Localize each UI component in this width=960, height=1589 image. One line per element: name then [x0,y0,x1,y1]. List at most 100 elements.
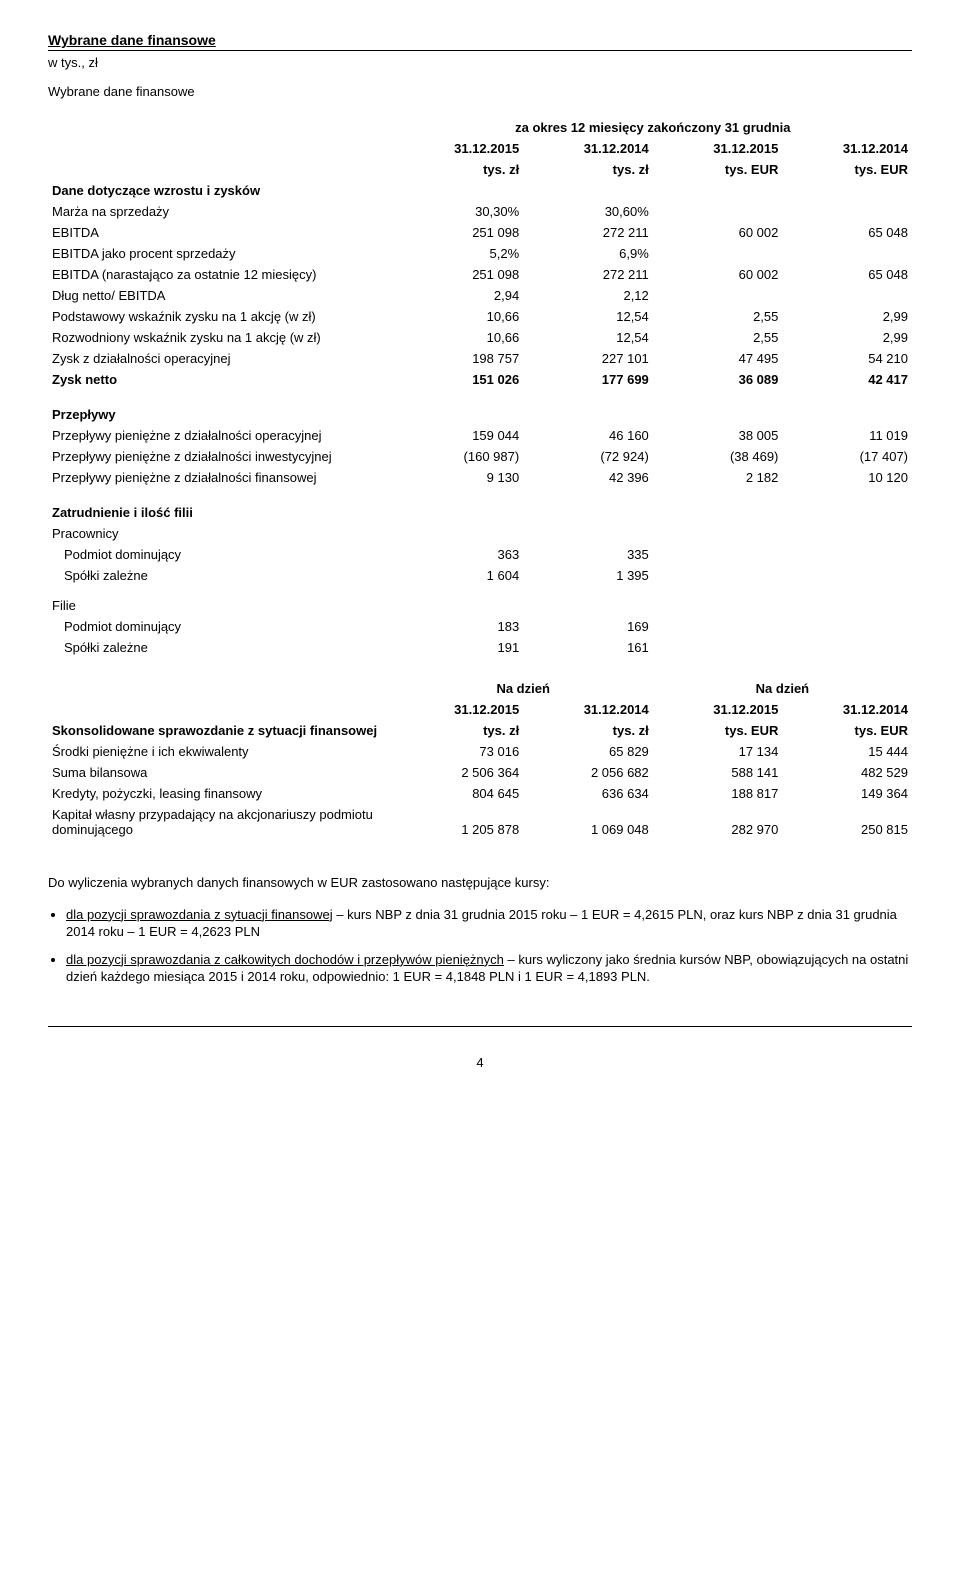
row-value: 2,12 [523,285,653,306]
row-value: 2 056 682 [523,762,653,783]
table-row: Podmiot dominujący363335 [48,544,912,565]
notes-list: dla pozycji sprawozdania z sytuacji fina… [48,906,912,986]
col-date-4: 31.12.2014 [782,138,912,159]
row-value [653,616,783,637]
balance-day-1: Na dzień [394,678,653,699]
row-value: 1 069 048 [523,804,653,840]
row-label: Kapitał własny przypadający na akcjonari… [48,804,394,840]
row-label: Kredyty, pożyczki, leasing finansowy [48,783,394,804]
row-value: 198 757 [394,348,524,369]
table-row: EBITDA (narastająco za ostatnie 12 miesi… [48,264,912,285]
row-label: Dług netto/ EBITDA [48,285,394,306]
row-value: (72 924) [523,446,653,467]
row-value [782,285,912,306]
table-row: Przepływy pieniężne z działalności opera… [48,425,912,446]
bdate-2: 31.12.2014 [523,699,653,720]
row-label: Spółki zależne [48,565,394,586]
row-value: 54 210 [782,348,912,369]
row-value: 2,99 [782,306,912,327]
row-value: (160 987) [394,446,524,467]
row-value [653,544,783,565]
col-unit-4: tys. EUR [782,159,912,180]
table-row: Podstawowy wskaźnik zysku na 1 akcję (w … [48,306,912,327]
row-value: 482 529 [782,762,912,783]
row-label: Podstawowy wskaźnik zysku na 1 akcję (w … [48,306,394,327]
financial-table: za okres 12 miesięcy zakończony 31 grudn… [48,117,912,390]
employment-group-title: Pracownicy [48,523,912,544]
table-row: Dług netto/ EBITDA2,942,12 [48,285,912,306]
col-date-3: 31.12.2015 [653,138,783,159]
row-value: 227 101 [523,348,653,369]
row-value: 2 506 364 [394,762,524,783]
row-value [653,243,783,264]
employment-table: Zatrudnienie i ilość filii PracownicyPod… [48,502,912,658]
row-value [653,201,783,222]
row-label: Suma bilansowa [48,762,394,783]
row-value: 2 182 [653,467,783,488]
notes-intro: Do wyliczenia wybranych danych finansowy… [48,874,912,892]
row-label: Przepływy pieniężne z działalności inwes… [48,446,394,467]
row-label: EBITDA (narastająco za ostatnie 12 miesi… [48,264,394,285]
row-value: 65 048 [782,264,912,285]
row-label: EBITDA jako procent sprzedaży [48,243,394,264]
row-value [653,565,783,586]
row-value: 335 [523,544,653,565]
row-value: 2,99 [782,327,912,348]
row-value: 183 [394,616,524,637]
row-value: 10,66 [394,306,524,327]
notes-bullet: dla pozycji sprawozdania z całkowitych d… [66,951,912,986]
row-label: EBITDA [48,222,394,243]
row-value: 188 817 [653,783,783,804]
flows-table: Przepływy Przepływy pieniężne z działaln… [48,404,912,488]
row-value: 65 048 [782,222,912,243]
period-caption: za okres 12 miesięcy zakończony 31 grudn… [394,117,912,138]
row-value [782,243,912,264]
row-value: 65 829 [523,741,653,762]
row-value: 11 019 [782,425,912,446]
row-value: (17 407) [782,446,912,467]
flows-heading: Przepływy [48,404,912,425]
table-row: Podmiot dominujący183169 [48,616,912,637]
row-value: 60 002 [653,264,783,285]
row-label: Podmiot dominujący [48,616,394,637]
table-row: Marża na sprzedaży30,30%30,60% [48,201,912,222]
notes-bullet: dla pozycji sprawozdania z sytuacji fina… [66,906,912,941]
row-value: 12,54 [523,306,653,327]
row-value: 46 160 [523,425,653,446]
row-value: 177 699 [523,369,653,390]
row-label: Marża na sprzedaży [48,201,394,222]
table-row: Suma bilansowa2 506 3642 056 682588 1414… [48,762,912,783]
table-row: Przepływy pieniężne z działalności finan… [48,467,912,488]
row-value [782,201,912,222]
row-value: (38 469) [653,446,783,467]
table-row: EBITDA jako procent sprzedaży5,2%6,9% [48,243,912,264]
row-label: Przepływy pieniężne z działalności opera… [48,425,394,446]
bunit-4: tys. EUR [782,720,912,741]
row-value: 272 211 [523,222,653,243]
row-value: 272 211 [523,264,653,285]
row-value: 363 [394,544,524,565]
row-value: 12,54 [523,327,653,348]
notes-bullet-underlined: dla pozycji sprawozdania z sytuacji fina… [66,907,333,922]
row-value: 47 495 [653,348,783,369]
row-value: 1 395 [523,565,653,586]
page-number: 4 [48,1055,912,1070]
row-value: 6,9% [523,243,653,264]
bdate-1: 31.12.2015 [394,699,524,720]
col-unit-1: tys. zł [394,159,524,180]
row-label: Przepływy pieniężne z działalności finan… [48,467,394,488]
table-row: Kapitał własny przypadający na akcjonari… [48,804,912,840]
balance-table: Na dzień Na dzień 31.12.2015 31.12.2014 … [48,678,912,840]
row-value: 10,66 [394,327,524,348]
row-label: Zysk z działalności operacyjnej [48,348,394,369]
row-value: 38 005 [653,425,783,446]
section-title: Wybrane dane finansowe [48,84,912,99]
col-unit-2: tys. zł [523,159,653,180]
bunit-2: tys. zł [523,720,653,741]
col-date-1: 31.12.2015 [394,138,524,159]
row-value: 161 [523,637,653,658]
bdate-3: 31.12.2015 [653,699,783,720]
row-value: 30,60% [523,201,653,222]
row-value: 17 134 [653,741,783,762]
row-value: 30,30% [394,201,524,222]
